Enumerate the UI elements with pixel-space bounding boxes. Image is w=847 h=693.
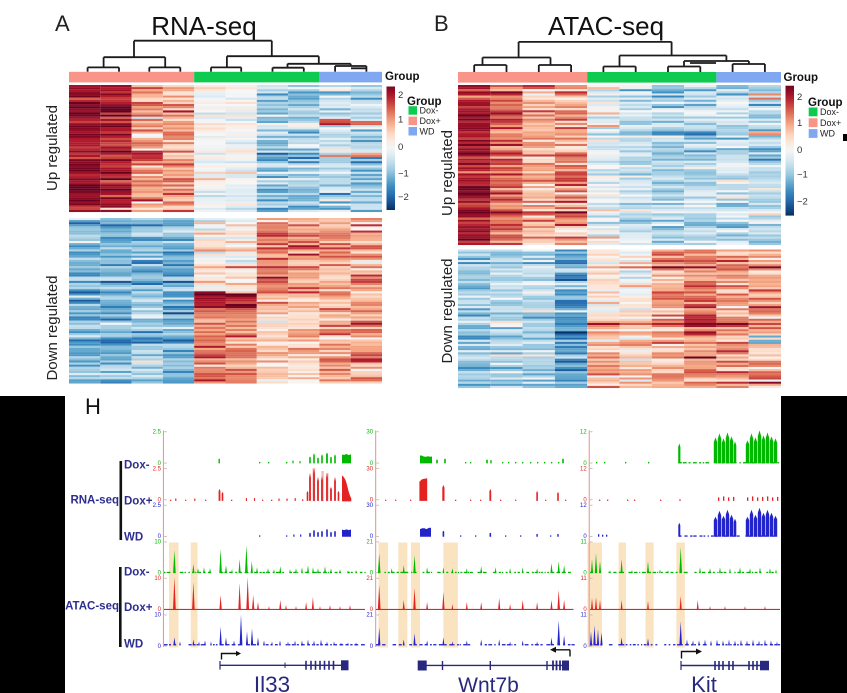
svg-text:21: 21 [366,540,373,546]
svg-text:12: 12 [580,503,587,509]
svg-text:11: 11 [580,576,587,582]
svg-text:H: H [85,394,101,419]
svg-text:0: 0 [158,461,162,467]
svg-text:0: 0 [583,571,587,577]
svg-text:Group: Group [407,96,442,108]
svg-text:Dox-: Dox- [124,460,150,472]
svg-text:Dox+: Dox+ [124,602,153,614]
svg-text:0: 0 [583,644,587,650]
svg-text:0: 0 [583,534,587,540]
svg-text:0: 0 [370,607,374,613]
svg-text:1: 1 [797,118,802,129]
svg-text:RNA-seq: RNA-seq [151,11,256,41]
svg-text:Up regulated: Up regulated [44,105,61,191]
svg-text:−1: −1 [398,169,409,180]
svg-text:Dox+: Dox+ [820,118,841,128]
svg-text:2.5: 2.5 [153,503,162,509]
svg-text:12: 12 [580,430,587,436]
svg-text:0: 0 [398,142,403,153]
svg-text:21: 21 [366,613,373,619]
svg-text:0: 0 [370,571,374,577]
svg-text:0: 0 [583,607,587,613]
svg-text:Kit: Kit [691,672,717,693]
svg-text:Wnt7b: Wnt7b [458,674,519,693]
svg-text:1: 1 [398,114,403,125]
svg-text:0: 0 [797,145,802,156]
svg-text:Il33: Il33 [254,672,290,693]
svg-text:10: 10 [154,613,161,619]
svg-text:11: 11 [580,613,587,619]
svg-text:0: 0 [370,534,374,540]
svg-text:WD: WD [124,532,143,544]
svg-text:WD: WD [124,639,143,651]
svg-text:−2: −2 [398,192,409,203]
svg-text:Down regulated: Down regulated [439,258,456,363]
svg-text:30: 30 [366,430,373,436]
svg-text:21: 21 [366,576,373,582]
svg-text:0: 0 [370,644,374,650]
svg-text:0: 0 [158,644,162,650]
svg-text:10: 10 [154,540,161,546]
svg-text:0: 0 [583,461,587,467]
svg-text:Dox+: Dox+ [124,496,153,508]
svg-text:Group: Group [808,97,843,109]
svg-text:ATAC-seq: ATAC-seq [65,601,119,613]
svg-text:Group: Group [385,71,420,83]
svg-text:−2: −2 [797,197,808,208]
svg-text:Dox-: Dox- [820,107,839,117]
svg-text:30: 30 [366,503,373,509]
svg-text:Dox+: Dox+ [420,116,441,126]
svg-text:Up regulated: Up regulated [439,130,456,216]
svg-text:0: 0 [583,498,587,504]
svg-text:RNA-seq: RNA-seq [70,495,119,507]
svg-text:Dox-: Dox- [124,567,150,579]
svg-text:2.5: 2.5 [153,430,162,436]
svg-text:2.5: 2.5 [153,466,162,472]
svg-text:10: 10 [154,576,161,582]
svg-text:−1: −1 [797,170,808,181]
svg-text:0: 0 [158,571,162,577]
svg-text:0: 0 [370,461,374,467]
svg-text:11: 11 [580,540,587,546]
svg-text:A: A [55,11,70,36]
svg-text:0: 0 [158,498,162,504]
svg-text:ATAC-seq: ATAC-seq [548,11,664,41]
svg-text:0: 0 [158,534,162,540]
svg-text:WD: WD [420,126,435,136]
svg-text:WD: WD [820,129,835,139]
svg-text:12: 12 [580,466,587,472]
svg-text:B: B [434,11,449,36]
svg-text:0: 0 [158,607,162,613]
svg-text:Dox-: Dox- [420,106,439,116]
svg-text:Group: Group [784,72,819,84]
svg-text:0: 0 [370,498,374,504]
svg-text:2: 2 [797,92,802,103]
svg-text:30: 30 [366,466,373,472]
svg-text:2: 2 [398,90,403,101]
svg-text:Down regulated: Down regulated [44,275,61,380]
